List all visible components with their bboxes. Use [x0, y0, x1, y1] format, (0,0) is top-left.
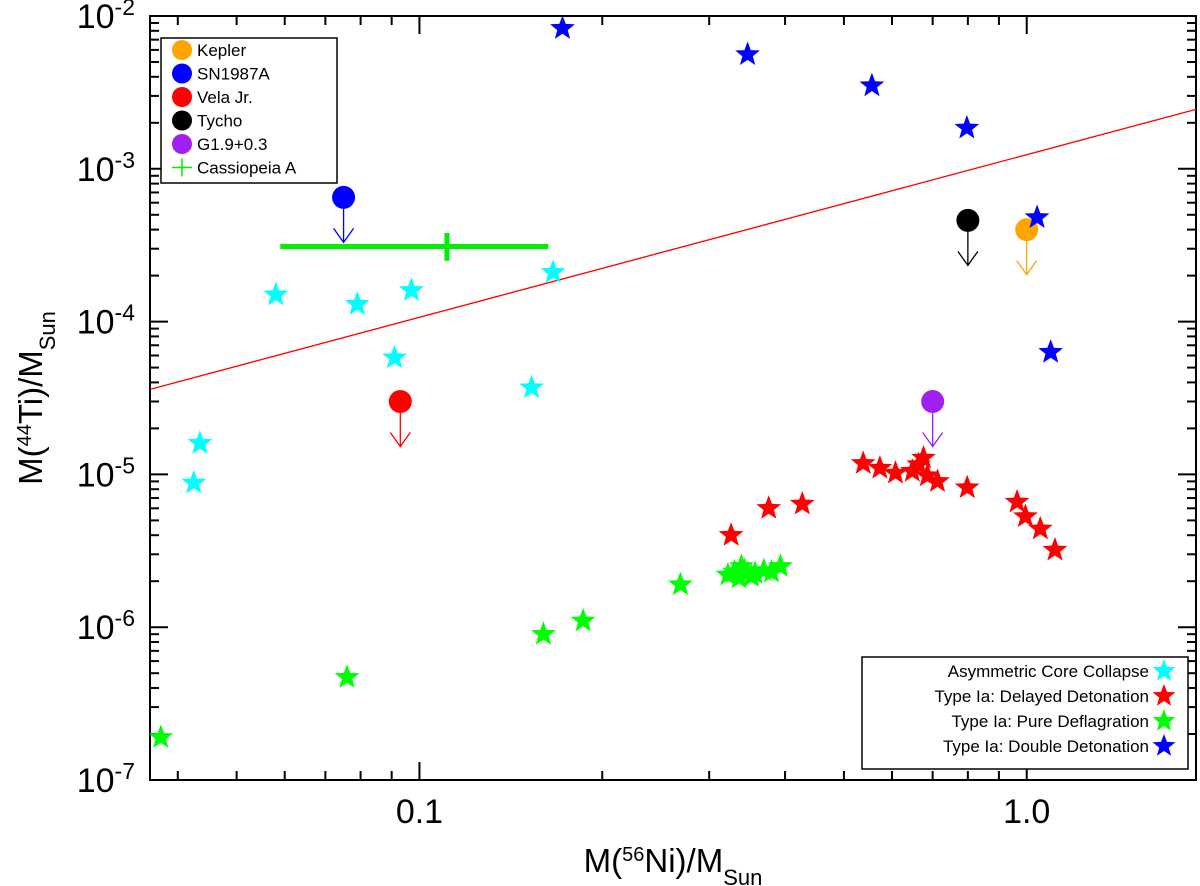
star-type-ia-delayed-detonation: [954, 474, 980, 499]
legend-label: Asymmetric Core Collapse: [948, 662, 1149, 681]
star-type-ia-double-detonation: [550, 16, 575, 39]
y-tick-label: 10-6: [77, 605, 135, 647]
legend-marker: [172, 87, 192, 107]
observation-point-tycho: [956, 208, 980, 232]
star-type-ia-pure-deflagration: [570, 607, 596, 632]
legend-marker: [1152, 709, 1176, 731]
legend-marker: [172, 110, 192, 131]
star-type-ia-pure-deflagration: [715, 561, 741, 586]
star-type-ia-pure-deflagration: [668, 571, 693, 596]
observation-point-g1-9-0-3: [921, 389, 945, 413]
y-tick-label: 10-5: [77, 452, 135, 494]
star-type-ia-delayed-detonation: [850, 450, 876, 474]
x-tick-label: 1.0: [1003, 793, 1050, 831]
legend-models: Asymmetric Core Collapse Type Ia: Delayed…: [861, 656, 1189, 770]
legend-obs-box: [160, 37, 338, 184]
legend-label: Cassiopeia A: [197, 159, 297, 178]
star-asymmetric-core-collapse: [382, 344, 407, 369]
star-type-ia-pure-deflagration: [531, 621, 556, 645]
legend-label: Type Ia: Pure Deflagration: [951, 712, 1149, 731]
legend-label: Type Ia: Delayed Detonation: [934, 687, 1149, 706]
star-type-ia-pure-deflagration: [742, 560, 768, 584]
legend-observations: Kepler SN1987A Vela Jr. Tycho G1.9+0.3 Cassio…: [160, 37, 338, 184]
trend-line: [150, 108, 1196, 391]
star-type-ia-pure-deflagration: [759, 558, 784, 583]
upper-limit-arrowhead-tycho: [957, 250, 979, 267]
x-axis-title: M(56Ni)/MSun: [584, 842, 763, 886]
star-type-ia-delayed-detonation: [1013, 503, 1038, 527]
star-asymmetric-core-collapse: [263, 281, 289, 306]
star-type-ia-pure-deflagration: [732, 557, 757, 581]
star-type-ia-double-detonation: [954, 115, 980, 139]
y-tick-label: 10-2: [77, 0, 135, 36]
y-tick-label: 10-4: [77, 300, 135, 342]
star-type-ia-double-detonation: [1038, 339, 1063, 363]
star-type-ia-delayed-detonation: [1028, 515, 1053, 540]
plot-frame: [149, 15, 1197, 781]
star-asymmetric-core-collapse: [344, 291, 370, 315]
legend-label: Type Ia: Double Detonation: [943, 737, 1149, 756]
legend-marker: [1152, 734, 1176, 756]
legend-label: SN1987A: [197, 65, 270, 84]
legend-marker: [172, 40, 192, 60]
star-type-ia-double-detonation: [1024, 204, 1050, 228]
legend-marker: [172, 63, 192, 84]
model-layer: [150, 16, 1068, 748]
y-tick-label: 10-3: [77, 147, 135, 189]
upper-limit-arrowhead-kepler: [1016, 260, 1038, 276]
star-asymmetric-core-collapse: [187, 430, 213, 454]
axis-ticks: [150, 15, 1196, 781]
star-type-ia-delayed-detonation: [899, 458, 925, 482]
x-tick-label: 0.1: [396, 793, 443, 831]
star-type-ia-delayed-detonation: [1042, 537, 1068, 561]
star-asymmetric-core-collapse: [181, 469, 207, 494]
legend-label: Vela Jr.: [197, 88, 253, 107]
legend-marker: [1152, 659, 1176, 681]
plot-area: [150, 16, 1196, 748]
legend-marker: [172, 134, 192, 154]
star-type-ia-double-detonation: [735, 41, 760, 65]
star-type-ia-delayed-detonation: [756, 495, 782, 519]
upper-limit-arrowhead-sn1987a: [333, 228, 355, 244]
upper-limit-arrowhead-vela-jr: [389, 432, 411, 448]
star-asymmetric-core-collapse: [540, 259, 566, 283]
legend-label: Tycho: [197, 112, 242, 131]
observation-layer: [280, 185, 1039, 448]
star-type-ia-delayed-detonation: [867, 455, 893, 479]
legend-models-box: [861, 656, 1189, 770]
y-tick-label: 10-7: [77, 758, 135, 800]
trend-line-layer: [150, 108, 1196, 391]
star-type-ia-delayed-detonation: [915, 462, 940, 487]
star-asymmetric-core-collapse: [519, 374, 544, 399]
star-type-ia-delayed-detonation: [718, 522, 744, 546]
legend-label: Kepler: [197, 41, 246, 60]
star-type-ia-delayed-detonation: [925, 468, 950, 492]
star-type-ia-pure-deflagration: [334, 664, 360, 688]
star-type-ia-double-detonation: [859, 72, 885, 97]
legend-label: G1.9+0.3: [197, 135, 267, 154]
observation-point-sn1987a: [332, 185, 356, 209]
star-type-ia-delayed-detonation: [1004, 489, 1030, 513]
star-type-ia-pure-deflagration: [150, 724, 174, 748]
star-type-ia-pure-deflagration: [722, 558, 747, 583]
y-axis-title: M(44Ti)/MSun: [12, 311, 60, 485]
observation-point-vela-jr: [388, 389, 412, 413]
star-type-ia-delayed-detonation: [911, 445, 936, 469]
axis-tick-labels: 10-7 10-6 10-5 10-4 10-3 10-2 0.1 1.0: [77, 0, 1051, 831]
star-type-ia-pure-deflagration: [768, 553, 793, 577]
star-type-ia-delayed-detonation: [883, 460, 908, 484]
upper-limit-arrowhead-g1-9-0-3: [922, 432, 944, 448]
star-asymmetric-core-collapse: [399, 277, 424, 301]
legend-marker: [1152, 684, 1176, 706]
star-type-ia-delayed-detonation: [789, 491, 815, 515]
star-type-ia-pure-deflagration: [729, 553, 754, 577]
